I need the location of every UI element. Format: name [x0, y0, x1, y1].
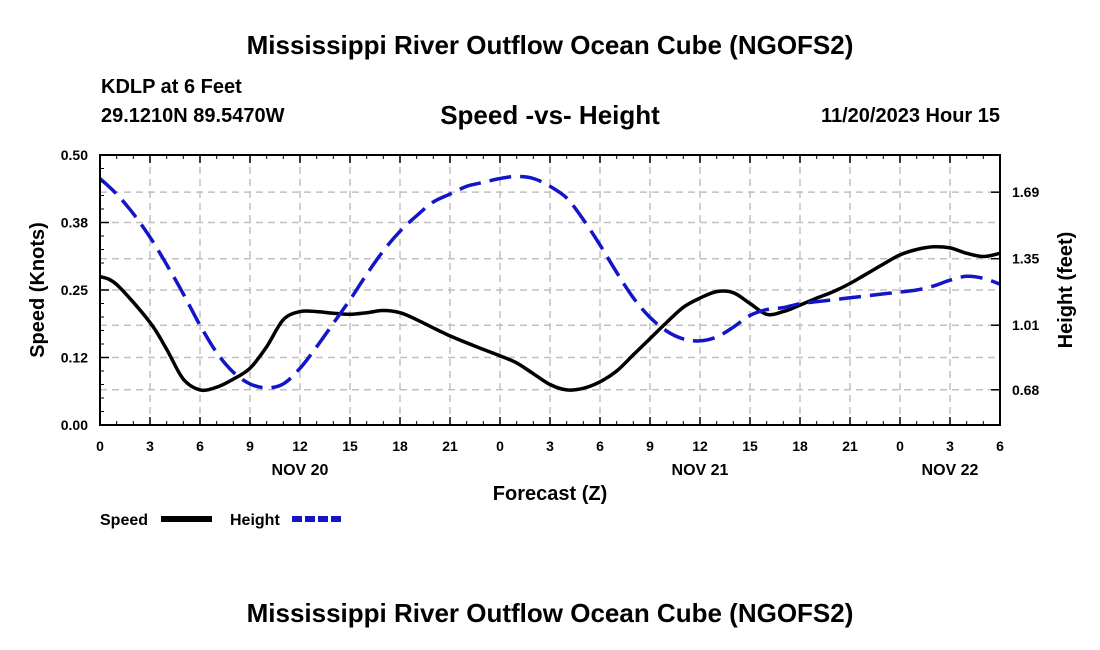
x-tick-label: 9	[646, 438, 654, 454]
station-coordinates: 29.1210N 89.5470W	[101, 105, 285, 127]
date-label: NOV 22	[922, 462, 979, 479]
x-tick-label: 3	[546, 438, 554, 454]
x-tick-label: 0	[896, 438, 904, 454]
x-tick-label: 3	[146, 438, 154, 454]
x-tick-label: 0	[496, 438, 504, 454]
y-tick-label: 0.38	[61, 215, 88, 231]
chart-axes: 0 3 6 9 12 15 18 21 0 3 6 9 12 15 18 21 0 3 6 0.00 0.12 0.25 0…	[61, 147, 1040, 479]
x-tick-label: 18	[392, 438, 408, 454]
x-tick-label: 6	[596, 438, 604, 454]
chart-legend: Speed Height	[100, 512, 343, 529]
legend-label-height: Height	[230, 512, 280, 529]
date-label: NOV 20	[272, 462, 329, 479]
forecast-timestamp: 11/20/2023 Hour 15	[820, 105, 1000, 127]
chart-title: Speed -vs- Height	[440, 100, 660, 130]
x-tick-label: 3	[946, 438, 954, 454]
series-line-speed	[99, 244, 1001, 393]
y2-tick-label: 1.69	[1012, 184, 1039, 200]
date-label: NOV 21	[672, 462, 729, 479]
x-tick-label: 15	[342, 438, 358, 454]
x-tick-label: 21	[842, 438, 858, 454]
x-tick-label: 9	[246, 438, 254, 454]
y2-tick-label: 1.01	[1012, 317, 1039, 333]
y-tick-label: 0.12	[61, 350, 88, 366]
x-tick-label: 12	[292, 438, 308, 454]
y2-axis-label: Height (feet)	[1055, 232, 1077, 349]
series-line-height	[98, 174, 1001, 390]
x-tick-label: 12	[692, 438, 708, 454]
y-tick-label: 0.00	[61, 417, 88, 433]
y-tick-label: 0.25	[61, 282, 88, 298]
x-tick-label: 6	[196, 438, 204, 454]
x-tick-label: 6	[996, 438, 1004, 454]
y2-tick-label: 1.35	[1012, 251, 1039, 267]
station-label: KDLP at 6 Feet	[101, 76, 242, 98]
y2-tick-label: 0.68	[1012, 382, 1039, 398]
x-axis-label: Forecast (Z)	[493, 483, 607, 505]
x-tick-label: 18	[792, 438, 808, 454]
x-tick-label: 15	[742, 438, 758, 454]
page-title: Mississippi River Outflow Ocean Cube (NG…	[246, 30, 854, 60]
y-axis-label: Speed (Knots)	[27, 222, 49, 358]
x-tick-label: 0	[96, 438, 104, 454]
chart-grid	[100, 155, 1000, 425]
y-tick-label: 0.50	[61, 147, 88, 163]
legend-label-speed: Speed	[100, 512, 148, 529]
x-tick-label: 21	[442, 438, 458, 454]
chart-series	[98, 174, 1001, 393]
page-title-bottom: Mississippi River Outflow Ocean Cube (NG…	[246, 598, 854, 628]
